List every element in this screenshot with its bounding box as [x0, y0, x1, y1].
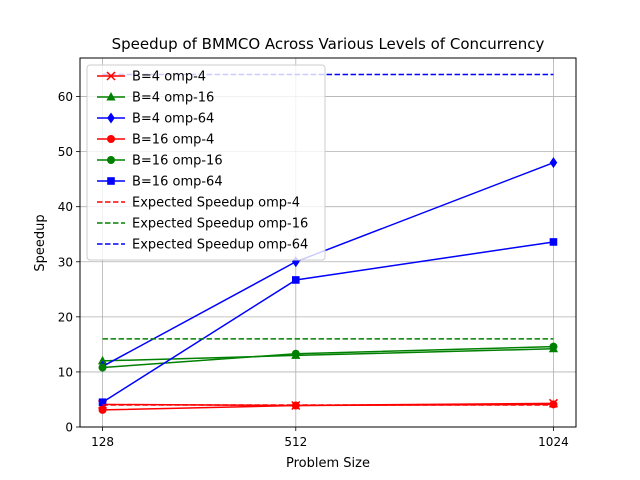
circle-marker [98, 363, 107, 372]
legend-label: B=16 omp-16 [132, 154, 223, 169]
legend-box [86, 64, 326, 261]
legend-label: B=16 omp-64 [132, 175, 223, 190]
plot-frame [79, 57, 577, 428]
legend-label: Expected Speedup omp-16 [132, 217, 308, 232]
y-tick-label: 30 [58, 255, 73, 269]
y-tick-label: 60 [58, 90, 73, 104]
square-marker [549, 238, 558, 246]
x-tick-label: 128 [91, 435, 114, 449]
circle-marker [107, 135, 115, 143]
y-tick-label: 40 [58, 200, 73, 214]
y-tick-label: 20 [58, 310, 73, 324]
square-marker [107, 177, 115, 185]
circle-marker [291, 349, 300, 358]
legend-label: B=4 omp-4 [132, 70, 206, 85]
square-marker [291, 276, 300, 284]
diamond-marker [107, 112, 115, 124]
x-marker [106, 71, 116, 81]
axis-ticks: 0 10 20 30 40 50 60 128 512 1024 [58, 90, 569, 449]
legend: B=4 omp-4 B=4 omp-16 B=4 omp-64 B=16 omp-4 B… [86, 64, 326, 261]
x-tick-label: 512 [284, 435, 307, 449]
circle-marker [549, 342, 558, 351]
y-tick-label: 10 [58, 365, 73, 379]
series-line [102, 241, 554, 403]
legend-label: B=4 omp-16 [132, 91, 214, 106]
circle-marker [107, 156, 115, 164]
series-b-16-omp-64 [98, 238, 558, 407]
y-axis-label: Speedup [33, 214, 48, 271]
series-b-16-omp-16 [98, 342, 558, 372]
legend-label: Expected Speedup omp-64 [132, 238, 308, 253]
legend-label: B=4 omp-64 [132, 112, 214, 127]
series-b-16-omp-4 [98, 400, 558, 414]
square-marker [98, 398, 107, 407]
chart-title: Speedup of BMMCO Across Various Levels o… [112, 35, 545, 53]
legend-label: B=16 omp-4 [132, 133, 214, 148]
y-tick-label: 50 [58, 145, 73, 159]
diamond-marker [549, 157, 558, 169]
triangle-marker [97, 355, 108, 365]
legend-label: Expected Speedup omp-4 [132, 196, 300, 211]
circle-marker [98, 405, 107, 414]
x-axis-label: Problem Size [286, 456, 370, 471]
y-tick-label: 0 [65, 421, 73, 435]
triangle-marker [106, 92, 116, 101]
series-line [102, 345, 554, 369]
x-tick-label: 1024 [538, 435, 569, 449]
